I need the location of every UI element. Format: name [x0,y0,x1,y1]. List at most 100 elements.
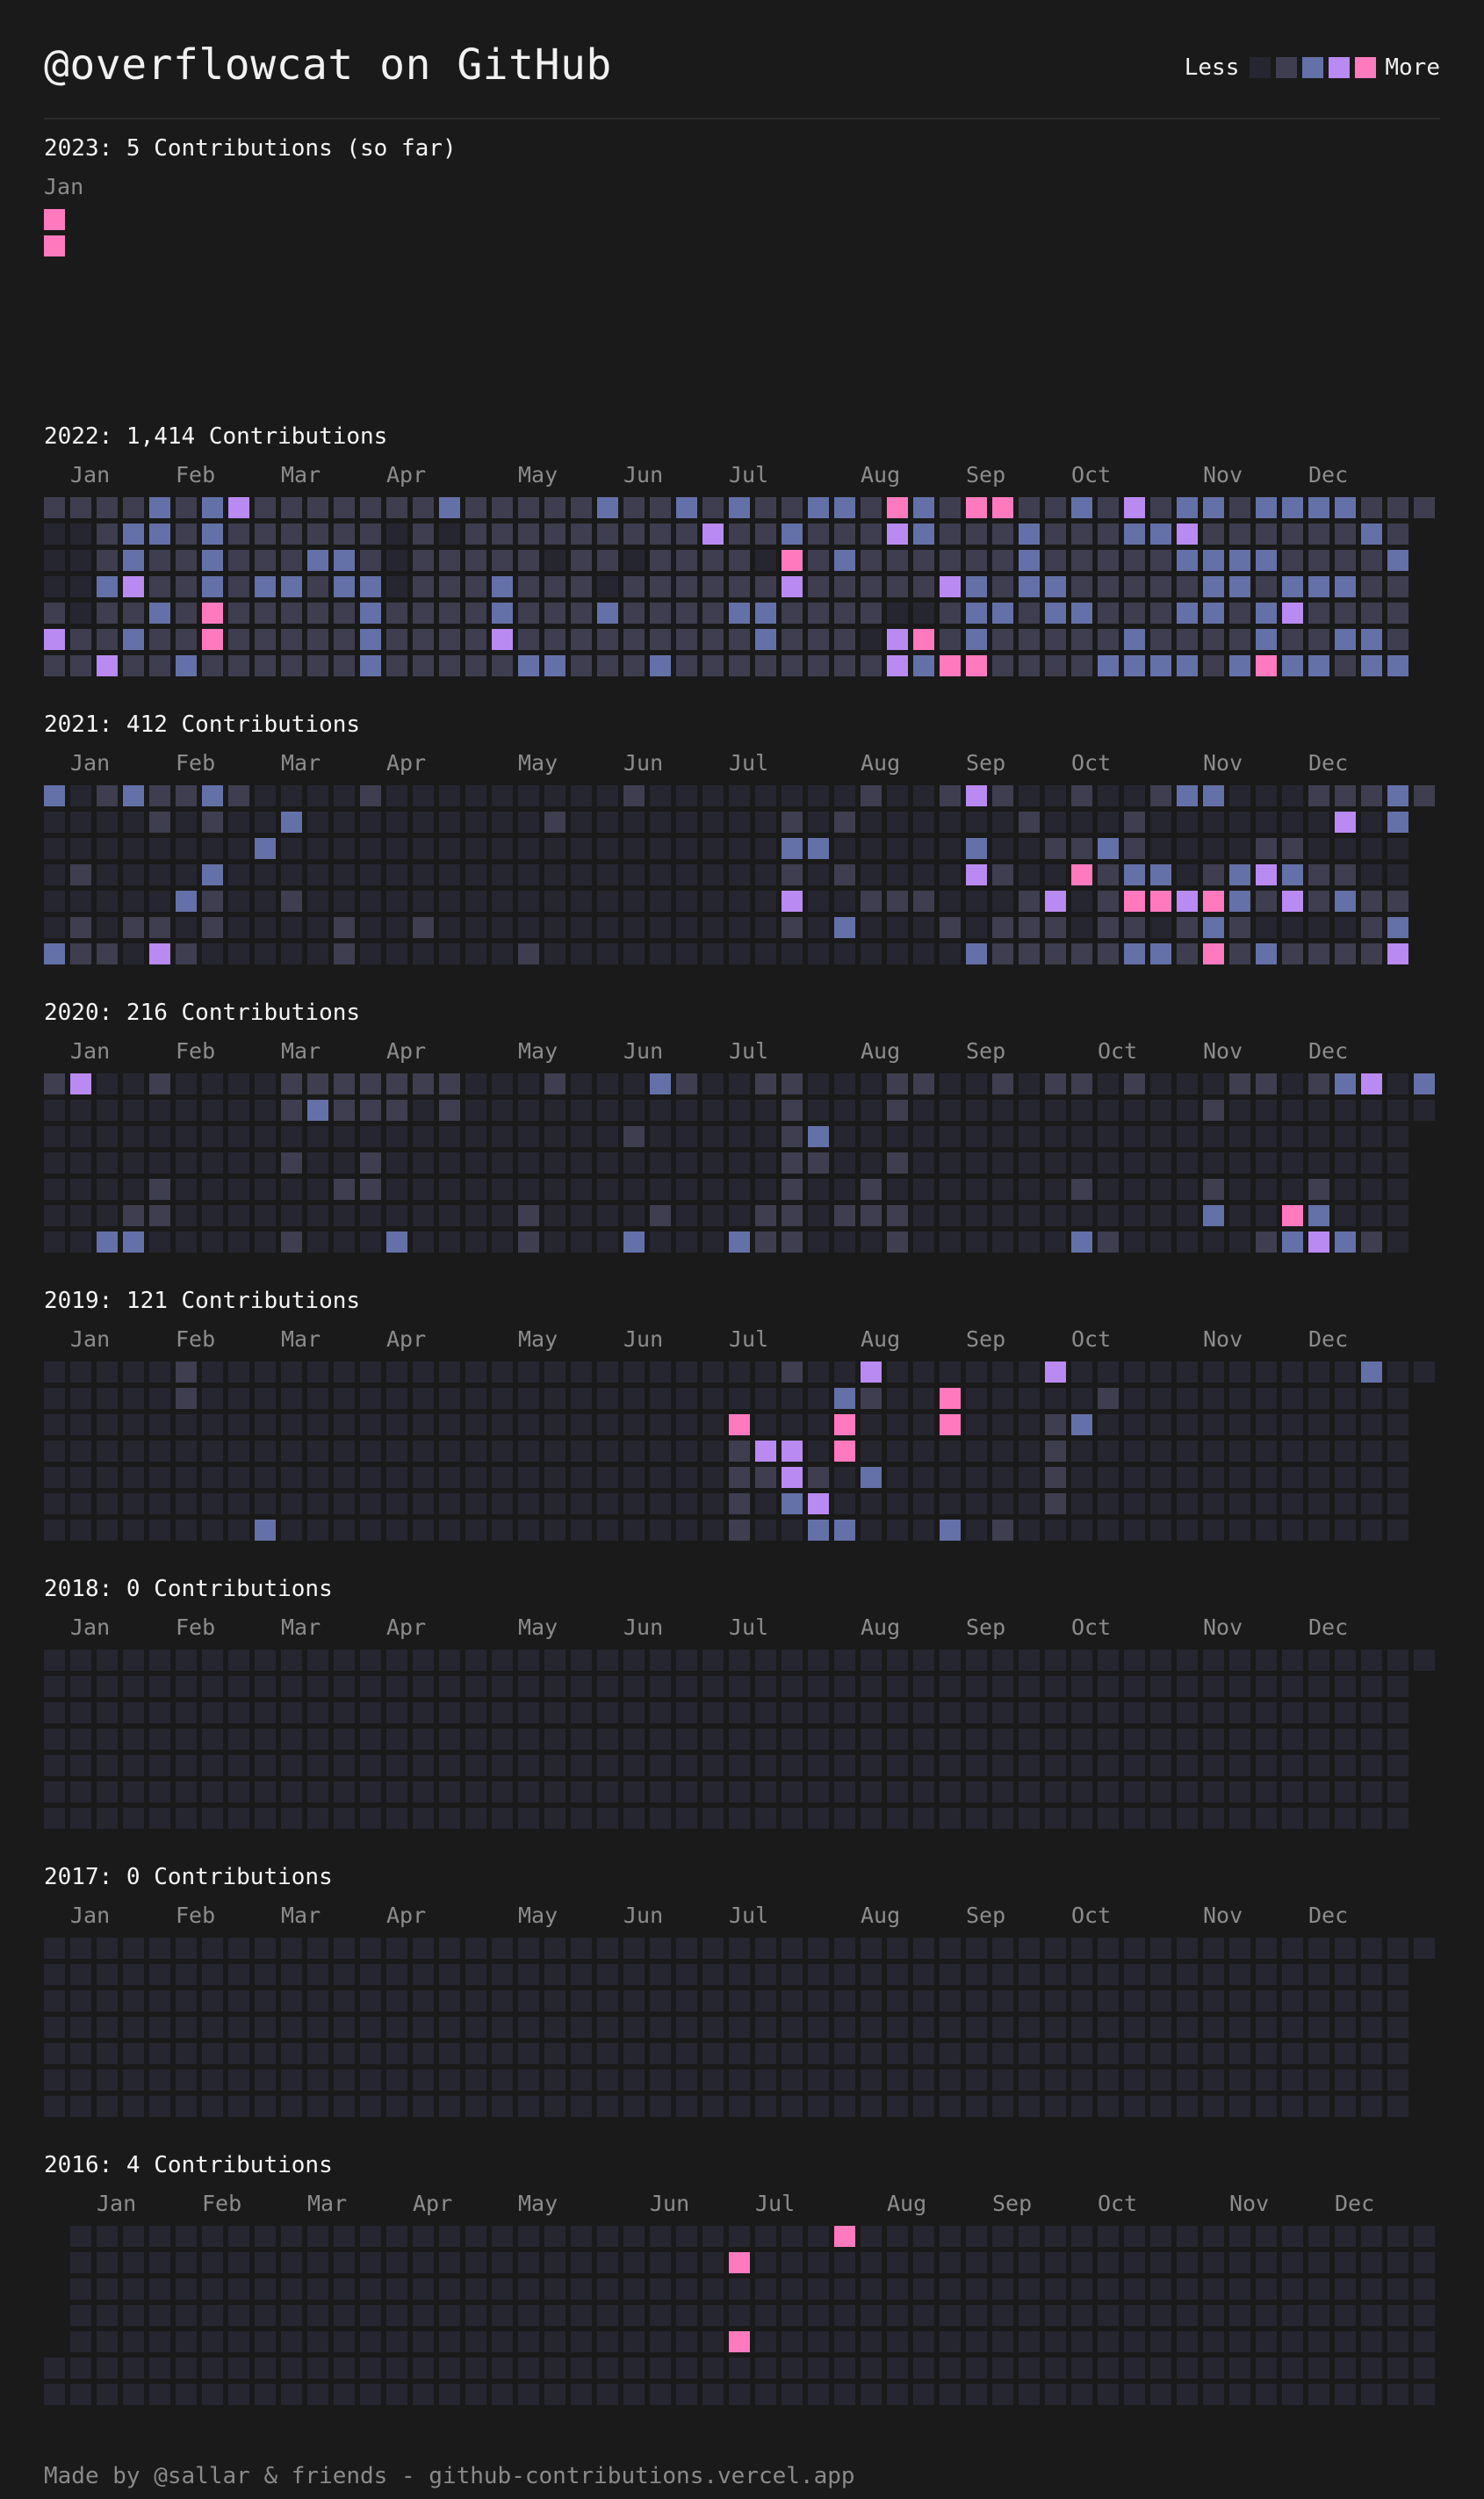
contribution-cell[interactable] [1177,2279,1198,2300]
contribution-cell[interactable] [1229,891,1250,912]
contribution-cell[interactable] [228,2279,249,2300]
contribution-cell[interactable] [887,1414,908,1435]
contribution-cell[interactable] [887,2358,908,2379]
contribution-cell[interactable] [808,1441,829,1462]
contribution-cell[interactable] [782,785,803,806]
contribution-cell[interactable] [1019,2331,1040,2352]
contribution-cell[interactable] [1361,1755,1382,1776]
contribution-cell[interactable] [44,1100,65,1121]
contribution-cell[interactable] [1071,2017,1092,2038]
contribution-cell[interactable] [307,1808,328,1829]
contribution-cell[interactable] [334,1493,355,1514]
contribution-cell[interactable] [1019,2096,1040,2117]
contribution-cell[interactable] [307,2096,328,2117]
contribution-cell[interactable] [571,1702,592,1723]
contribution-cell[interactable] [307,1990,328,2011]
contribution-cell[interactable] [228,550,249,571]
contribution-cell[interactable] [307,1388,328,1409]
contribution-cell[interactable] [1019,1808,1040,1829]
contribution-cell[interactable] [1177,1388,1198,1409]
contribution-cell[interactable] [1256,1650,1277,1671]
contribution-cell[interactable] [571,1755,592,1776]
contribution-cell[interactable] [465,497,486,518]
contribution-cell[interactable] [281,2096,302,2117]
contribution-cell[interactable] [676,1205,697,1226]
contribution-cell[interactable] [1124,1755,1145,1776]
contribution-cell[interactable] [992,812,1013,833]
contribution-cell[interactable] [1229,1467,1250,1488]
contribution-cell[interactable] [492,2305,513,2326]
contribution-cell[interactable] [97,550,118,571]
contribution-cell[interactable] [1203,550,1224,571]
contribution-cell[interactable] [1177,497,1198,518]
contribution-cell[interactable] [1177,2331,1198,2352]
contribution-cell[interactable] [966,2017,987,2038]
contribution-cell[interactable] [1414,1361,1435,1383]
contribution-cell[interactable] [307,2226,328,2247]
contribution-cell[interactable] [992,1152,1013,1174]
contribution-cell[interactable] [1124,655,1145,676]
contribution-cell[interactable] [202,2331,223,2352]
contribution-cell[interactable] [97,2279,118,2300]
contribution-cell[interactable] [544,1520,566,1541]
contribution-cell[interactable] [544,2279,566,2300]
contribution-cell[interactable] [202,2384,223,2405]
contribution-cell[interactable] [1019,1493,1040,1514]
contribution-cell[interactable] [834,1205,855,1226]
contribution-cell[interactable] [966,1467,987,1488]
contribution-cell[interactable] [228,1702,249,1723]
contribution-cell[interactable] [1335,1781,1356,1802]
contribution-cell[interactable] [439,1702,460,1723]
contribution-cell[interactable] [97,2226,118,2247]
contribution-cell[interactable] [439,1100,460,1121]
contribution-cell[interactable] [123,1441,144,1462]
contribution-cell[interactable] [307,655,328,676]
contribution-cell[interactable] [70,550,91,571]
contribution-cell[interactable] [97,2017,118,2038]
contribution-cell[interactable] [755,2252,776,2273]
contribution-cell[interactable] [255,1100,276,1121]
contribution-cell[interactable] [1203,576,1224,597]
contribution-cell[interactable] [334,1100,355,1121]
contribution-cell[interactable] [1071,1100,1092,1121]
contribution-cell[interactable] [702,1781,724,1802]
contribution-cell[interactable] [1308,1361,1329,1383]
contribution-cell[interactable] [1256,2384,1277,2405]
contribution-cell[interactable] [729,891,750,912]
contribution-cell[interactable] [307,2358,328,2379]
contribution-cell[interactable] [123,812,144,833]
contribution-cell[interactable] [70,2331,91,2352]
contribution-cell[interactable] [1282,785,1303,806]
contribution-cell[interactable] [597,2226,618,2247]
contribution-cell[interactable] [544,1493,566,1514]
contribution-cell[interactable] [913,1702,934,1723]
contribution-cell[interactable] [386,2252,407,2273]
contribution-cell[interactable] [1019,1205,1040,1226]
contribution-cell[interactable] [1282,838,1303,859]
contribution-cell[interactable] [623,1781,645,1802]
contribution-cell[interactable] [1045,1938,1066,1959]
contribution-cell[interactable] [465,1152,486,1174]
contribution-cell[interactable] [1124,550,1145,571]
contribution-cell[interactable] [1045,1152,1066,1174]
contribution-cell[interactable] [518,603,539,624]
contribution-cell[interactable] [1229,1676,1250,1697]
contribution-cell[interactable] [966,1964,987,1985]
contribution-cell[interactable] [1387,864,1408,885]
contribution-cell[interactable] [808,1073,829,1094]
contribution-cell[interactable] [149,1493,170,1514]
contribution-cell[interactable] [1414,1073,1435,1094]
contribution-cell[interactable] [940,655,961,676]
contribution-cell[interactable] [97,1990,118,2011]
contribution-cell[interactable] [149,1073,170,1094]
contribution-cell[interactable] [571,891,592,912]
contribution-cell[interactable] [413,1361,434,1383]
contribution-cell[interactable] [1045,1781,1066,1802]
contribution-cell[interactable] [386,1493,407,1514]
contribution-cell[interactable] [413,1676,434,1697]
contribution-cell[interactable] [1124,1702,1145,1723]
contribution-cell[interactable] [650,2384,671,2405]
contribution-cell[interactable] [992,1938,1013,1959]
contribution-cell[interactable] [1335,550,1356,571]
contribution-cell[interactable] [834,1781,855,1802]
